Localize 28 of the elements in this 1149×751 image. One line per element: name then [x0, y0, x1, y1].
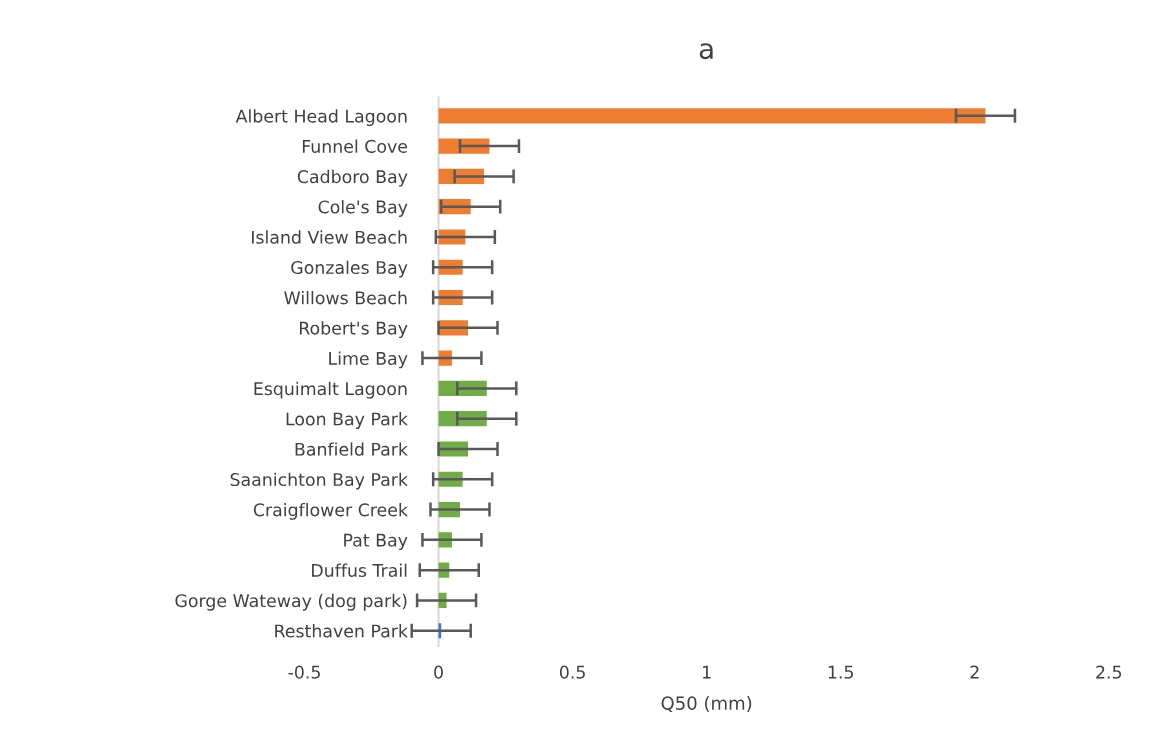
y-tick-label: Cadboro Bay	[297, 169, 408, 187]
y-tick-label: Funnel Cove	[302, 139, 408, 153]
y-tick-label: Cole's Bay	[318, 200, 408, 217]
x-axis-title: Q50 (mm)	[661, 696, 752, 713]
x-tick-label: 1	[703, 665, 711, 679]
x-tick-label: 2	[970, 665, 979, 679]
y-tick-label: Robert's Bay	[299, 321, 408, 339]
y-tick-label: Loon Bay Park	[286, 412, 408, 429]
y-tick-label: Esquimalt Lagoon	[254, 381, 407, 399]
y-tick-label: Pat Bay	[344, 533, 408, 551]
bar	[438, 108, 986, 124]
x-tick-label: 2.5	[1096, 665, 1122, 679]
y-tick-label: Resthaven Park	[275, 624, 408, 638]
x-tick-label: -0.5	[288, 665, 320, 679]
y-tick-label: Lime Bay	[329, 351, 408, 369]
y-tick-label: Banfield Park	[295, 442, 408, 456]
x-tick-label: 0	[434, 665, 443, 679]
x-tick-label: 1.5	[828, 665, 853, 679]
y-tick-label: Saanichton Bay Park	[230, 472, 408, 490]
y-tick-label: Gorge Wateway (dog park)	[175, 593, 407, 611]
y-tick-label: Gonzales Bay	[291, 260, 408, 278]
y-tick-label: Island View Beach	[252, 230, 407, 244]
y-tick-label: Craigflower Creek	[253, 502, 408, 520]
chart-title: a	[699, 43, 713, 60]
y-tick-label: Albert Head Lagoon	[235, 109, 407, 127]
x-tick-label: 0.5	[559, 665, 585, 679]
y-tick-label: Willows Beach	[284, 290, 407, 305]
y-tick-label: Duffus Trail	[312, 563, 407, 577]
